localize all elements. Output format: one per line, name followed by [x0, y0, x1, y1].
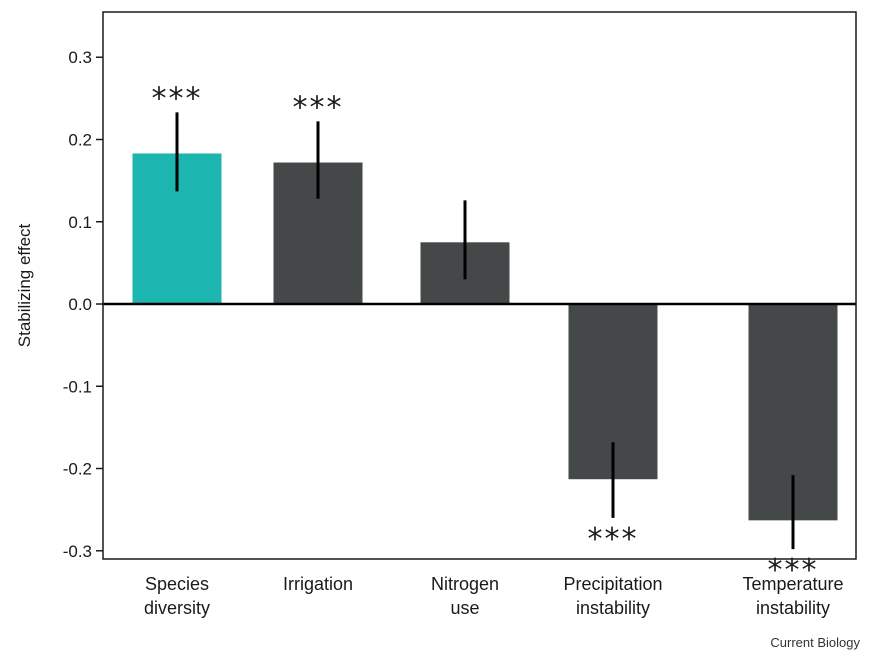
- x-category-label: Nitrogen: [431, 574, 499, 594]
- x-category-label: instability: [576, 598, 650, 618]
- category-labels: Species diversity Irrigation Nitrogen use Pre…: [144, 574, 844, 618]
- significance-labels: *** *** *** ***: [152, 81, 819, 588]
- y-tick-label: 0.1: [68, 213, 92, 232]
- y-tick-label: 0.2: [68, 130, 92, 149]
- y-tick-label: -0.3: [63, 542, 92, 561]
- source-credit: Current Biology: [770, 635, 860, 650]
- x-category-label: Precipitation: [563, 574, 662, 594]
- bars: [132, 153, 838, 521]
- y-tick-label: -0.1: [63, 377, 92, 396]
- y-tick-label: 0.3: [68, 48, 92, 67]
- x-category-label: Temperature: [742, 574, 843, 594]
- x-category-label: use: [450, 598, 479, 618]
- x-category-label: instability: [756, 598, 830, 618]
- y-tick-label: 0.0: [68, 295, 92, 314]
- error-bars: [175, 112, 795, 550]
- x-category-label: Irrigation: [283, 574, 353, 594]
- significance-label: ***: [588, 522, 639, 557]
- significance-label: ***: [768, 553, 819, 588]
- significance-label: ***: [152, 81, 203, 116]
- plot-frame: [102, 11, 857, 560]
- x-category-label: Species: [145, 574, 209, 594]
- y-tick-label: -0.2: [63, 460, 92, 479]
- y-axis-ticks: 0.3 0.2 0.1 0.0 -0.1 -0.2 -0.3: [63, 48, 103, 561]
- x-category-label: diversity: [144, 598, 210, 618]
- y-axis-title: Stabilizing effect: [15, 223, 34, 347]
- significance-label: ***: [293, 90, 344, 125]
